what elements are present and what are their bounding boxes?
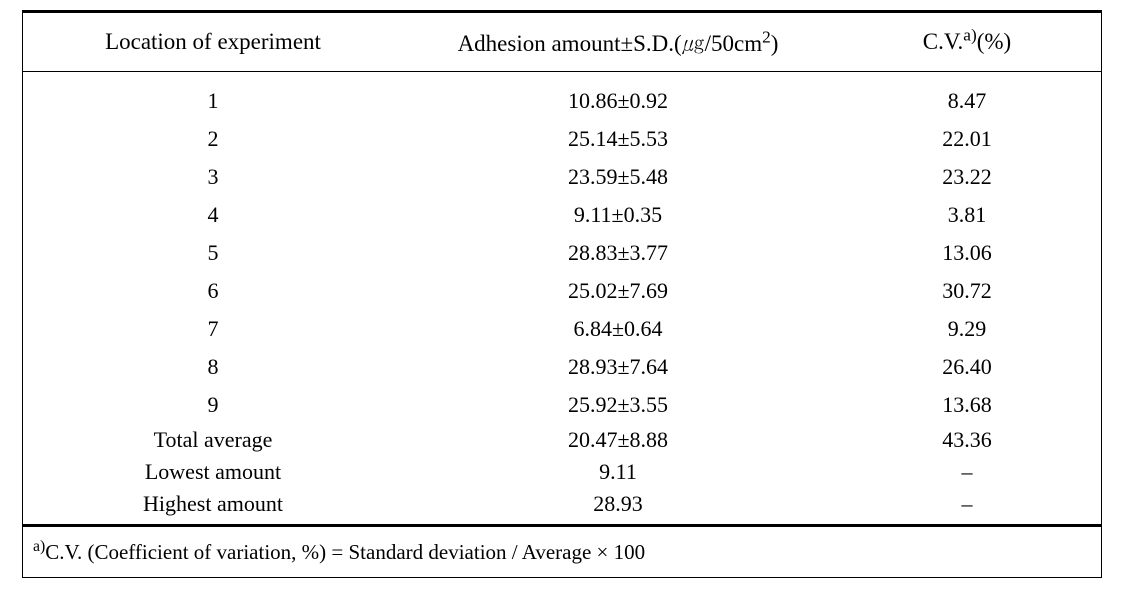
table-summary-row: Total average20.47±8.8843.36 bbox=[23, 424, 1101, 456]
cell-adhesion: 25.14±5.53 bbox=[403, 120, 833, 158]
table-row: 110.86±0.928.47 bbox=[23, 72, 1101, 121]
column-header-location: Location of experiment bbox=[23, 12, 403, 72]
column-header-adhesion: Adhesion amount±S.D.(㎍/50cm2) bbox=[403, 12, 833, 72]
table-row: 828.93±7.6426.40 bbox=[23, 348, 1101, 386]
table-row: 49.11±0.353.81 bbox=[23, 196, 1101, 234]
summary-cell-cv: 43.36 bbox=[833, 424, 1101, 456]
data-table: Location of experimentAdhesion amount±S.… bbox=[23, 10, 1101, 577]
summary-cell-adhesion: 9.11 bbox=[403, 456, 833, 488]
cell-location: 1 bbox=[23, 72, 403, 121]
column-header-cv: C.V.a)(%) bbox=[833, 12, 1101, 72]
table-row: 625.02±7.6930.72 bbox=[23, 272, 1101, 310]
cell-location: 7 bbox=[23, 310, 403, 348]
table-row: 76.84±0.649.29 bbox=[23, 310, 1101, 348]
cell-cv: 30.72 bbox=[833, 272, 1101, 310]
cell-cv: 26.40 bbox=[833, 348, 1101, 386]
cell-location: 4 bbox=[23, 196, 403, 234]
table-footnote-row: a)C.V. (Coefficient of variation, %) = S… bbox=[23, 526, 1101, 578]
summary-cell-adhesion: 28.93 bbox=[403, 488, 833, 526]
cell-location: 6 bbox=[23, 272, 403, 310]
data-table-container: Location of experimentAdhesion amount±S.… bbox=[22, 10, 1102, 578]
table-summary-row: Highest amount28.93– bbox=[23, 488, 1101, 526]
summary-cell-cv: – bbox=[833, 488, 1101, 526]
cell-adhesion: 10.86±0.92 bbox=[403, 72, 833, 121]
cell-cv: 8.47 bbox=[833, 72, 1101, 121]
cell-cv: 3.81 bbox=[833, 196, 1101, 234]
cell-adhesion: 25.92±3.55 bbox=[403, 386, 833, 424]
cell-adhesion: 9.11±0.35 bbox=[403, 196, 833, 234]
cell-adhesion: 23.59±5.48 bbox=[403, 158, 833, 196]
table-row: 323.59±5.4823.22 bbox=[23, 158, 1101, 196]
cell-adhesion: 28.93±7.64 bbox=[403, 348, 833, 386]
cell-cv: 13.06 bbox=[833, 234, 1101, 272]
footnote-text: a)C.V. (Coefficient of variation, %) = S… bbox=[23, 526, 1101, 578]
summary-cell-location: Total average bbox=[23, 424, 403, 456]
cell-location: 5 bbox=[23, 234, 403, 272]
cell-adhesion: 25.02±7.69 bbox=[403, 272, 833, 310]
summary-cell-location: Highest amount bbox=[23, 488, 403, 526]
cell-cv: 22.01 bbox=[833, 120, 1101, 158]
table-row: 225.14±5.5322.01 bbox=[23, 120, 1101, 158]
cell-cv: 13.68 bbox=[833, 386, 1101, 424]
table-row: 925.92±3.5513.68 bbox=[23, 386, 1101, 424]
cell-cv: 9.29 bbox=[833, 310, 1101, 348]
cell-adhesion: 28.83±3.77 bbox=[403, 234, 833, 272]
table-summary-row: Lowest amount9.11– bbox=[23, 456, 1101, 488]
table-row: 528.83±3.7713.06 bbox=[23, 234, 1101, 272]
cell-adhesion: 6.84±0.64 bbox=[403, 310, 833, 348]
cell-location: 2 bbox=[23, 120, 403, 158]
table-header-row: Location of experimentAdhesion amount±S.… bbox=[23, 12, 1101, 72]
summary-cell-cv: – bbox=[833, 456, 1101, 488]
cell-location: 3 bbox=[23, 158, 403, 196]
cell-cv: 23.22 bbox=[833, 158, 1101, 196]
summary-cell-adhesion: 20.47±8.88 bbox=[403, 424, 833, 456]
cell-location: 8 bbox=[23, 348, 403, 386]
summary-cell-location: Lowest amount bbox=[23, 456, 403, 488]
cell-location: 9 bbox=[23, 386, 403, 424]
